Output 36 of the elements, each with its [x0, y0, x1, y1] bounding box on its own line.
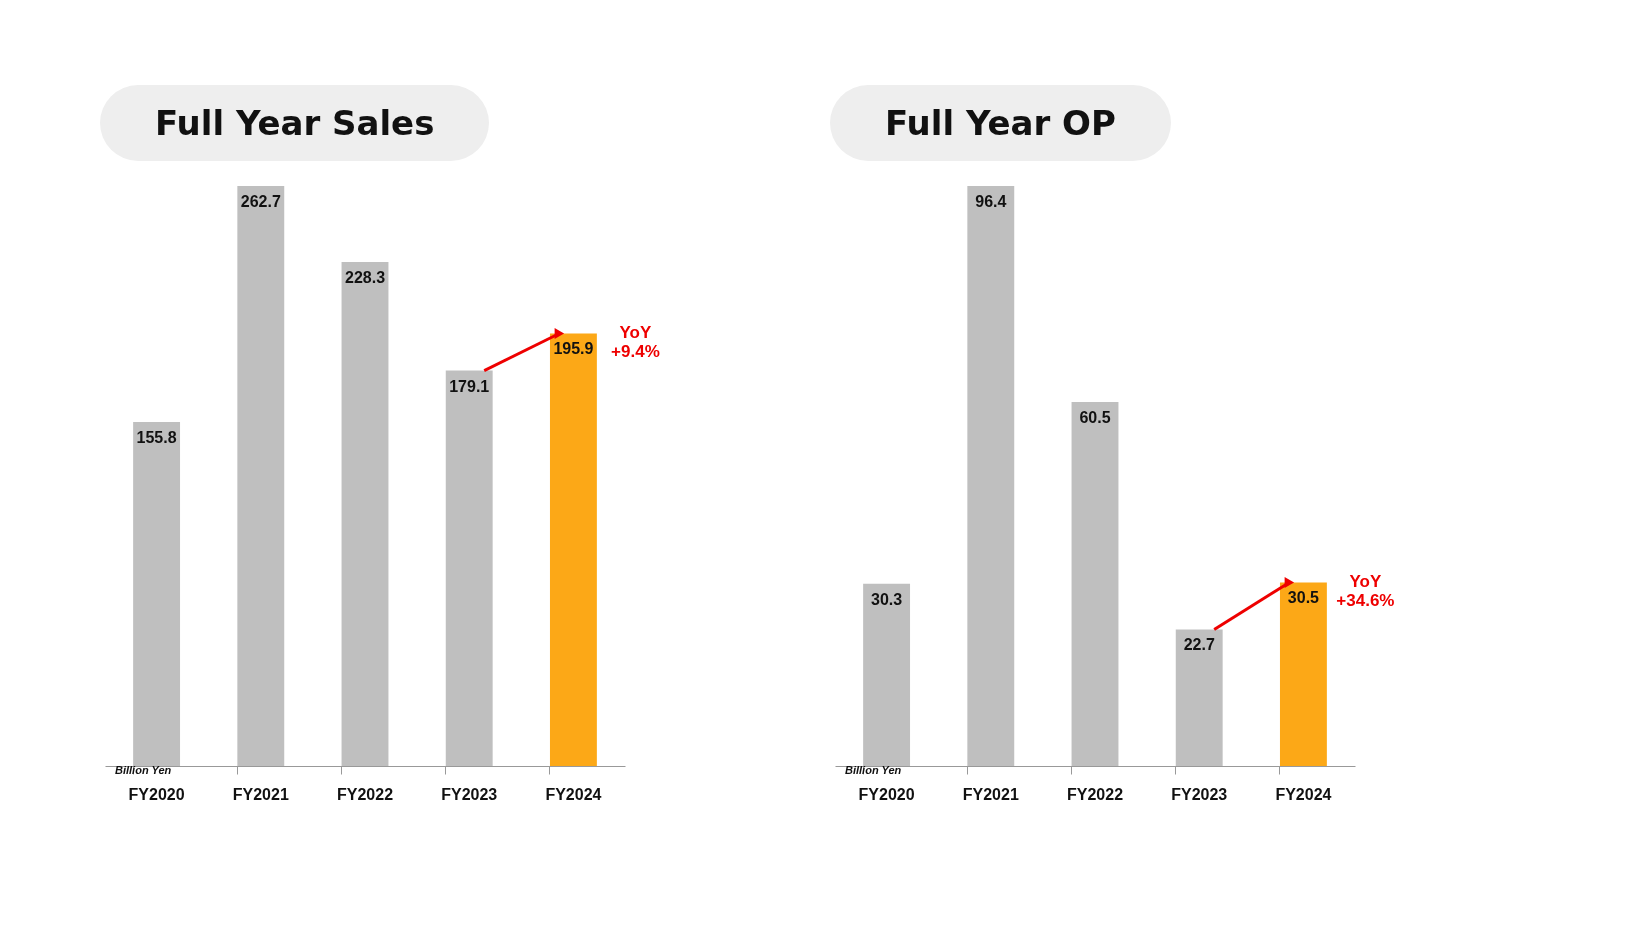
annotation: Billion Yen — [115, 764, 172, 776]
chart-title: Full Year OP — [830, 85, 1171, 161]
bar — [445, 370, 493, 766]
x-tick-label: FY2023 — [1171, 785, 1228, 803]
data-label: 195.9 — [553, 340, 594, 358]
data-label: 96.4 — [975, 193, 1007, 210]
data-label: 155.8 — [136, 429, 177, 447]
chart-title: Full Year Sales — [100, 85, 490, 161]
bar — [549, 333, 597, 766]
bar — [1279, 582, 1327, 766]
x-tick-label: FY2020 — [128, 785, 185, 803]
data-label: 262.7 — [240, 193, 281, 210]
bar — [133, 422, 181, 766]
x-tick-label: FY2024 — [1275, 785, 1332, 803]
bar — [1071, 402, 1119, 766]
data-label: 22.7 — [1183, 636, 1215, 654]
x-tick-label: FY2021 — [962, 785, 1019, 803]
data-label: 30.5 — [1287, 589, 1320, 607]
x-tick-label: FY2021 — [232, 785, 289, 803]
x-tick-label: FY2024 — [545, 785, 602, 803]
x-tick-label: FY2020 — [858, 785, 915, 803]
annotation: Billion Yen — [845, 764, 902, 776]
bar — [237, 186, 285, 766]
data-label: 179.1 — [449, 377, 490, 395]
data-label: 30.3 — [871, 590, 903, 608]
x-tick-label: FY2022 — [336, 785, 394, 803]
bar — [341, 261, 389, 766]
x-tick-label: FY2022 — [1066, 785, 1124, 803]
data-label: 60.5 — [1079, 409, 1111, 426]
annotation: YoY +34.6% — [1336, 572, 1395, 611]
x-tick-label: FY2023 — [441, 785, 498, 803]
bar — [967, 186, 1015, 766]
bar — [1175, 629, 1223, 766]
annotation: YoY +9.4% — [611, 323, 660, 362]
bar — [863, 583, 911, 766]
data-label: 228.3 — [344, 268, 386, 286]
